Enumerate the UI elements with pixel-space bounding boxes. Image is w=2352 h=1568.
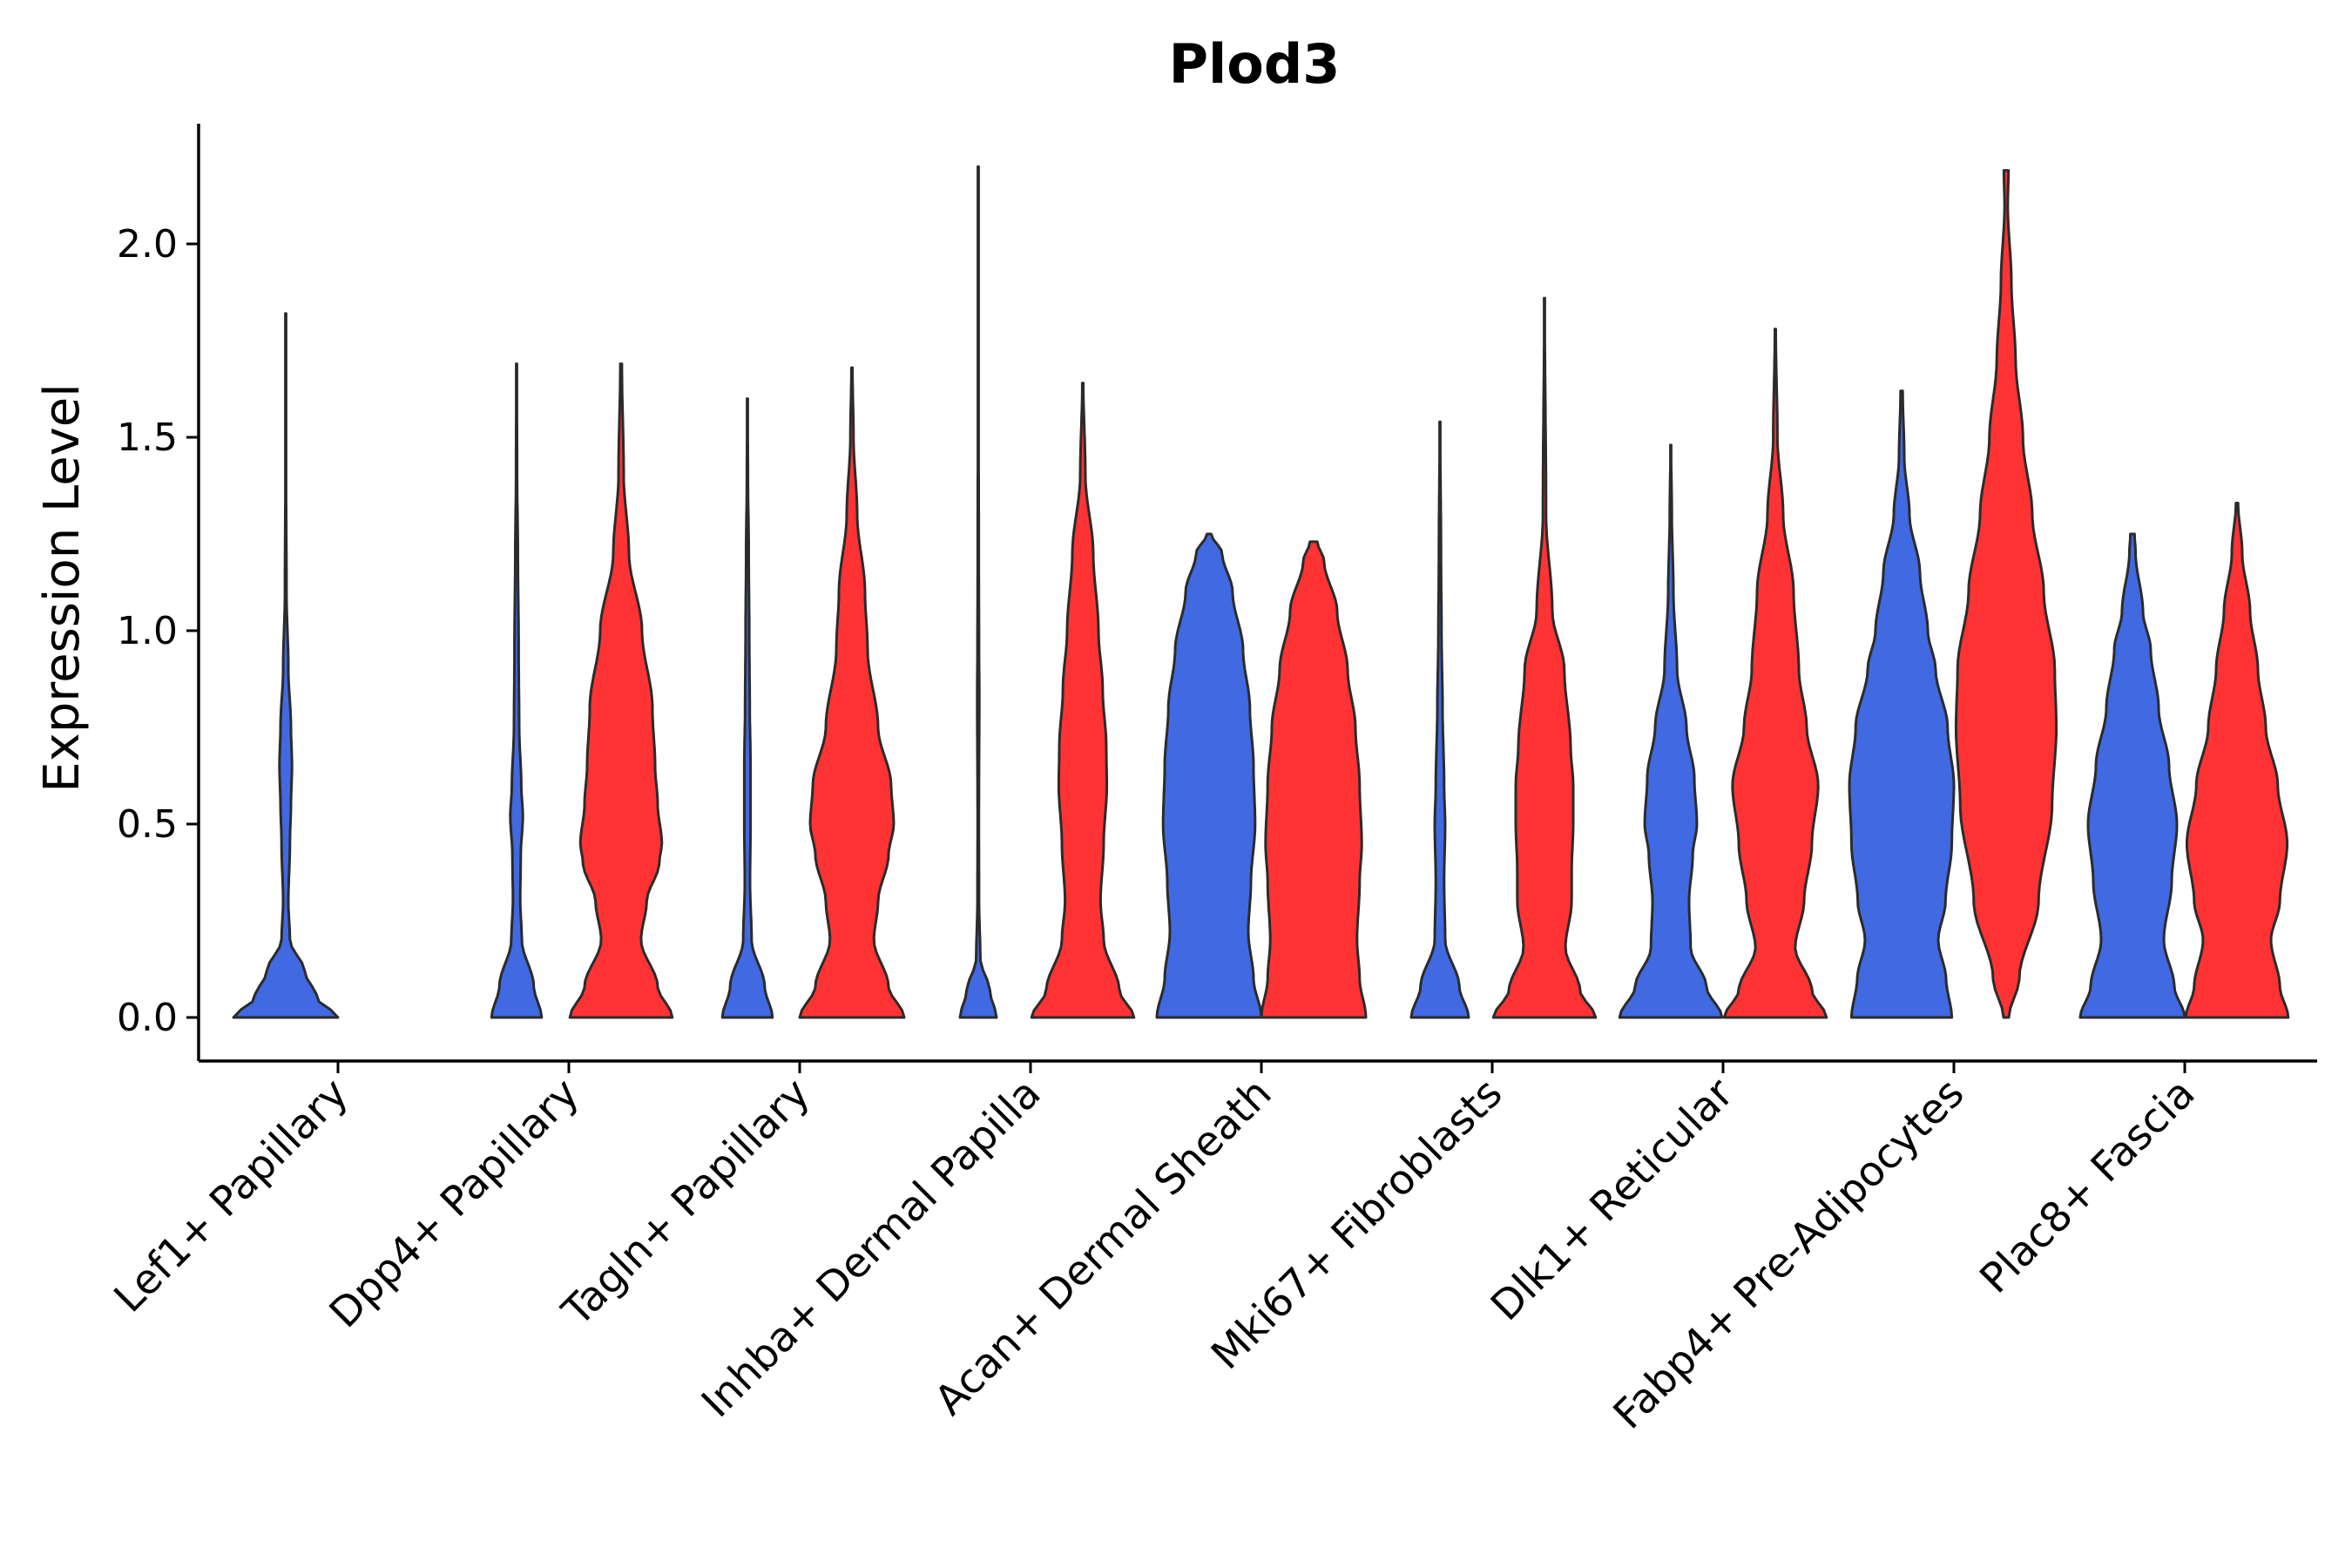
violin-fabp4-pre-adipocytes-red bbox=[1954, 169, 2058, 1019]
violins-layer bbox=[232, 165, 2290, 1019]
violin-mki67-fibroblasts-red bbox=[1491, 296, 1598, 1019]
violin-mki67-fibroblasts-blue bbox=[1409, 420, 1470, 1019]
violin-dlk1-reticular-red bbox=[1722, 328, 1828, 1019]
y-tick-label: 0.5 bbox=[117, 802, 178, 847]
y-tick-label: 1.0 bbox=[117, 609, 178, 653]
violin-acan-dermal-sheath-red bbox=[1260, 540, 1368, 1019]
violin-tagln-papillary-blue bbox=[720, 397, 774, 1019]
violin-fabp4-pre-adipocytes-blue bbox=[1848, 389, 1956, 1019]
violin-dpp4-papillary-blue bbox=[490, 362, 544, 1019]
violin-plac8-fascia-blue bbox=[2078, 532, 2186, 1019]
violin-lef1-papillary-blue bbox=[232, 312, 340, 1019]
x-tick-label: Dlk1+ Reticular bbox=[1482, 1069, 1743, 1330]
y-tick-label: 0.0 bbox=[117, 996, 178, 1040]
y-tick-label: 2.0 bbox=[117, 222, 178, 267]
violin-acan-dermal-sheath-blue bbox=[1155, 532, 1263, 1019]
x-tick-label: Lef1+ Papillary bbox=[105, 1070, 358, 1322]
y-tick-label: 1.5 bbox=[117, 416, 178, 460]
chart-title: Plod3 bbox=[1169, 32, 1341, 96]
x-tick-label: Tagln+ Papillary bbox=[553, 1070, 820, 1336]
violin-tagln-papillary-red bbox=[798, 366, 906, 1019]
x-tick-label: Plac8+ Fascia bbox=[1971, 1070, 2205, 1303]
x-tick-label: Dpp4+ Papillary bbox=[321, 1070, 589, 1338]
violin-dpp4-papillary-red bbox=[568, 362, 674, 1019]
violin-inhba-dermal-papilla-red bbox=[1030, 382, 1136, 1019]
y-axis-label: Expression Level bbox=[34, 383, 91, 793]
violin-dlk1-reticular-blue bbox=[1618, 443, 1724, 1019]
violin-plac8-fascia-red bbox=[2184, 502, 2290, 1019]
violin-inhba-dermal-papilla-blue bbox=[958, 165, 998, 1019]
